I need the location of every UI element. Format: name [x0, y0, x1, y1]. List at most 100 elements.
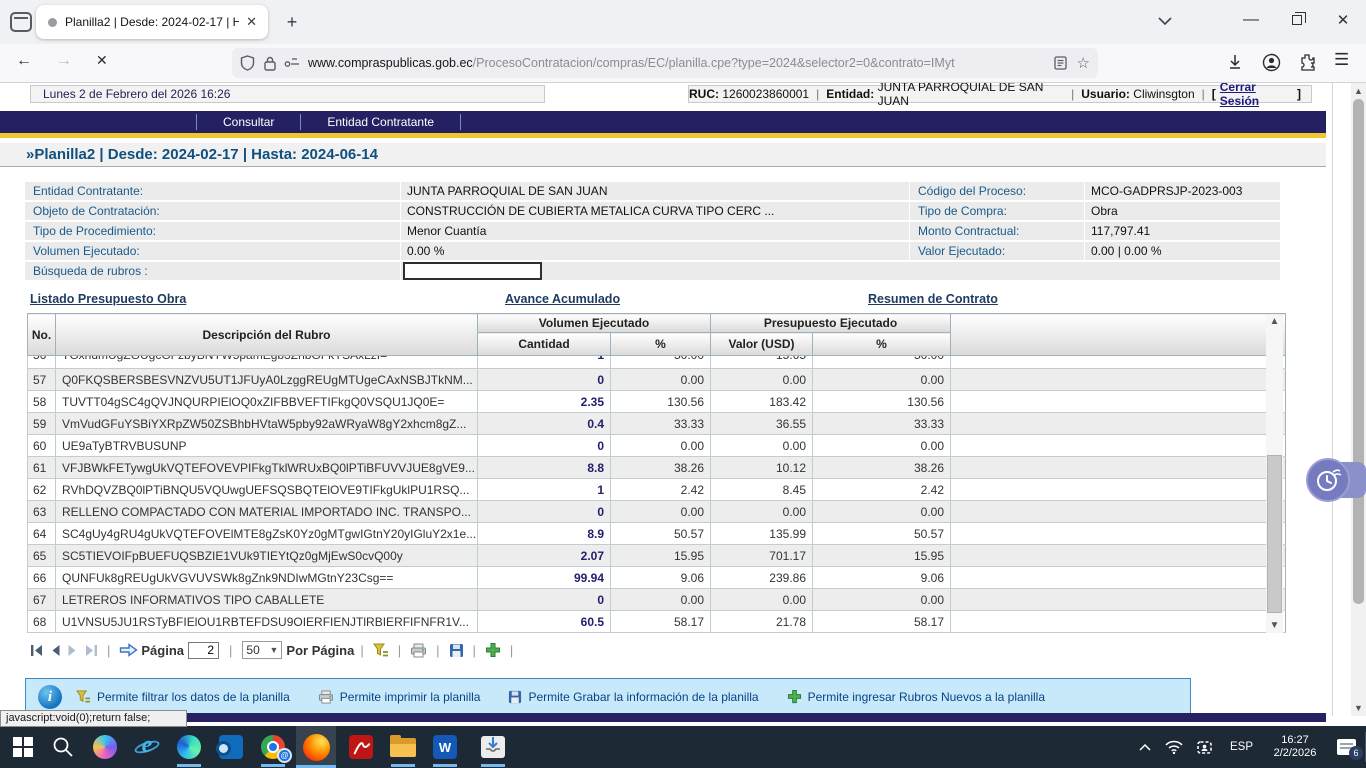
notification-center-button[interactable]: 6	[1337, 739, 1356, 755]
scroll-up-icon[interactable]: ▲	[1351, 84, 1366, 98]
table-row: 68U1VNSU5JU1RSTyBFIElOU1RBTEFDSU9OIERFIE…	[28, 611, 1286, 633]
taskbar-search-button[interactable]	[46, 731, 80, 763]
bookmark-star-icon[interactable]: ☆	[1077, 54, 1090, 72]
save-icon[interactable]	[449, 643, 464, 658]
windows-logo-icon	[13, 737, 33, 757]
entidad-label: Entidad:	[826, 87, 874, 101]
taskbar-file-explorer-button[interactable]	[386, 731, 420, 763]
nav-item-consultar[interactable]: Consultar	[196, 114, 301, 130]
table-row: 61VFJBWkFETywgUkVQTEFOVEVPIFkgTklWRUxBQ0…	[28, 457, 1286, 479]
field-value: 117,797.41	[1085, 222, 1280, 240]
taskbar-internet-explorer-button[interactable]: e	[130, 731, 164, 763]
meet-now-icon[interactable]	[1197, 740, 1216, 755]
taskbar-chrome-button[interactable]: @	[256, 731, 290, 763]
page-scrollbar-thumb[interactable]	[1353, 99, 1364, 604]
field-label: Volumen Ejecutado:	[25, 242, 400, 260]
legend-item: Permite Grabar la información de la plan…	[508, 690, 758, 704]
new-tab-button[interactable]: +	[280, 10, 304, 34]
first-page-button[interactable]	[30, 644, 44, 657]
firefox-view-icon[interactable]	[10, 12, 32, 32]
scroll-up-icon[interactable]: ▲	[1266, 315, 1283, 329]
taskbar-copilot-button[interactable]	[88, 731, 122, 763]
permissions-icon[interactable]	[284, 56, 300, 70]
clock-widget[interactable]	[1306, 458, 1366, 502]
shield-icon[interactable]	[240, 55, 255, 71]
downloads-icon[interactable]	[1226, 53, 1244, 71]
table-row: 59VmVudGFuYSBiYXRpZW50ZSBhbHVtaW5pby92aW…	[28, 413, 1286, 435]
add-rubro-icon[interactable]	[485, 642, 501, 658]
previous-page-button[interactable]	[50, 644, 61, 657]
search-icon	[52, 736, 74, 758]
tab-close-icon[interactable]: ✕	[243, 14, 260, 30]
start-button[interactable]	[6, 731, 40, 763]
taskbar-mail-inbox-button[interactable]	[476, 731, 510, 763]
rubros-table: No. Descripción del Rubro Volumen Ejecut…	[27, 313, 1286, 633]
page-datetime: Lunes 2 de Febrero del 2026 16:26	[30, 85, 545, 103]
forward-button[interactable]: →	[56, 52, 72, 70]
table-scrollbar[interactable]: ▲ ▼	[1266, 315, 1283, 633]
tray-chevron-icon[interactable]	[1139, 744, 1151, 751]
next-page-button[interactable]	[67, 644, 78, 657]
tab-title: Planilla2 | Desde: 2024-02-17 | H	[65, 15, 239, 29]
lock-icon[interactable]	[264, 56, 276, 71]
tray-clock[interactable]: 16:27 2/2/2026	[1267, 734, 1323, 760]
nav-item-entidad-contratante[interactable]: Entidad Contratante	[301, 114, 461, 130]
browser-tab[interactable]: Planilla2 | Desde: 2024-02-17 | H ✕	[36, 5, 268, 39]
print-icon[interactable]	[410, 643, 427, 658]
menu-hamburger-icon[interactable]: ☰	[1334, 50, 1349, 70]
search-rubros-input[interactable]	[403, 262, 542, 280]
table-scrollbar-thumb[interactable]	[1267, 455, 1282, 613]
entidad-value: JUNTA PARROQUIAL DE SAN JUAN	[878, 83, 1065, 108]
browser-tab-bar: Planilla2 | Desde: 2024-02-17 | H ✕ + — …	[0, 0, 1366, 44]
taskbar-acrobat-button[interactable]	[344, 731, 378, 763]
reader-mode-icon[interactable]	[1054, 56, 1067, 70]
extensions-puzzle-icon[interactable]	[1298, 53, 1316, 71]
legend-bar: i Permite filtrar los datos de la planil…	[25, 678, 1191, 715]
stop-loading-button[interactable]: ✕	[96, 52, 108, 69]
taskbar-outlook-button[interactable]	[214, 731, 248, 763]
field-label: Tipo de Procedimiento:	[25, 222, 400, 240]
col-header-valor-usd[interactable]: Valor (USD)	[711, 333, 813, 356]
back-button[interactable]: ←	[16, 52, 32, 70]
link-avance-acumulado[interactable]: Avance Acumulado	[505, 292, 620, 306]
col-header-pct[interactable]: %	[611, 333, 711, 356]
last-page-button[interactable]	[84, 644, 98, 657]
table-row: 56TGxhdmUgZGUgcGFzbyBNYW5pamEgb3ZhbGFkYS…	[28, 356, 1286, 369]
scroll-down-icon[interactable]: ▼	[1266, 619, 1283, 633]
tray-language-indicator[interactable]: ESP	[1230, 741, 1253, 753]
field-value: 0.00 | 0.00 %	[1085, 242, 1280, 260]
clock-icon[interactable]	[1306, 458, 1350, 502]
per-page-select[interactable]: 50▼	[242, 641, 282, 659]
taskbar-edge-button[interactable]	[172, 731, 206, 763]
link-resumen-de-contrato[interactable]: Resumen de Contrato	[868, 292, 998, 306]
account-icon[interactable]	[1262, 53, 1281, 72]
col-header-no[interactable]: No.	[28, 314, 56, 356]
chrome-icon: @	[261, 735, 285, 759]
logout-link[interactable]: Cerrar Sesión	[1220, 83, 1293, 108]
col-header-cantidad[interactable]: Cantidad	[478, 333, 611, 356]
print-icon	[318, 690, 334, 704]
scroll-down-icon[interactable]: ▼	[1351, 701, 1366, 715]
link-listado-presupuesto-obra[interactable]: Listado Presupuesto Obra	[30, 292, 186, 306]
filter-icon[interactable]	[373, 643, 389, 658]
table-row: 65SC5TIEVOIFpBUEFUQSBZIE1VUk9TIEYtQz0gMj…	[28, 545, 1286, 567]
page-scrollbar[interactable]: ▲ ▼	[1351, 83, 1366, 716]
firefox-icon	[303, 734, 330, 761]
tab-list-chevron-icon[interactable]	[1158, 12, 1180, 30]
word-icon: W	[433, 735, 457, 759]
group-header-volumen-ejecutado: Volumen Ejecutado	[478, 314, 711, 333]
go-to-page-icon[interactable]	[119, 643, 138, 657]
url-bar[interactable]: www.compraspublicas.gob.ec/ProcesoContra…	[232, 48, 1098, 78]
taskbar-word-button[interactable]: W	[428, 731, 462, 763]
tab-favicon-icon	[48, 18, 57, 27]
window-close-button[interactable]: ✕	[1320, 0, 1366, 40]
taskbar-firefox-button[interactable]	[296, 726, 336, 768]
main-nav-bar: Consultar Entidad Contratante	[0, 111, 1326, 133]
field-value: CONSTRUCCIÓN DE CUBIERTA METALICA CURVA …	[401, 202, 909, 220]
col-header-pct2[interactable]: %	[813, 333, 951, 356]
wifi-icon[interactable]	[1165, 740, 1183, 754]
window-minimize-button[interactable]: —	[1228, 0, 1274, 40]
window-restore-button[interactable]	[1274, 0, 1320, 40]
page-number-input[interactable]	[188, 642, 219, 659]
col-header-descripcion[interactable]: Descripción del Rubro	[56, 314, 478, 356]
